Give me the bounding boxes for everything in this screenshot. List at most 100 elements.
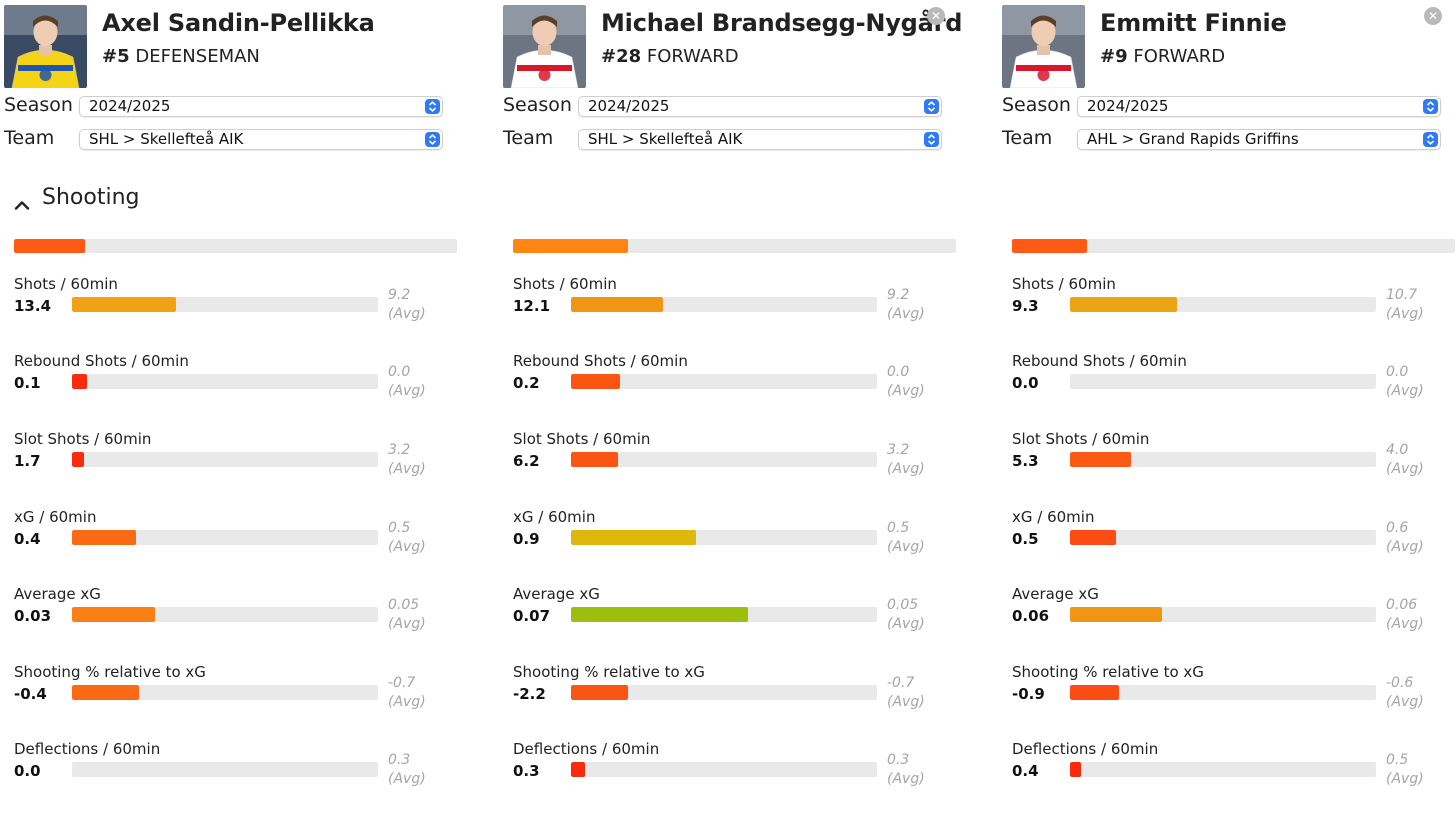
stat-average-label: (Avg) — [1386, 306, 1424, 322]
stat-label: Shooting % relative to xG — [14, 663, 206, 681]
stat-label: Deflections / 60min — [1012, 740, 1159, 758]
stat-average-value: 0.05 — [887, 597, 919, 613]
section-title: Shooting — [42, 185, 140, 210]
stat-label: Slot Shots / 60min — [14, 430, 152, 448]
stat-value: 0.1 — [14, 374, 41, 392]
chevron-up-icon — [14, 191, 30, 216]
stat-bar-fill — [72, 452, 85, 467]
stat-value: 9.3 — [1012, 297, 1039, 315]
stat-average: 0.05 (Avg) — [388, 596, 426, 634]
player-number: #5 — [102, 46, 130, 67]
season-label: Season — [503, 94, 572, 116]
stat-average-label: (Avg) — [1386, 616, 1424, 632]
stat-row: Shots / 60min 12.1 9.2 (Avg) — [513, 275, 953, 353]
stat-row: Slot Shots / 60min 6.2 3.2 (Avg) — [513, 430, 953, 508]
stat-bar — [72, 452, 378, 467]
remove-player-icon[interactable]: ✕ — [1424, 7, 1442, 25]
stat-average-value: 0.06 — [1386, 597, 1418, 613]
team-select[interactable]: SHL > Skellefteå AIK — [79, 129, 443, 150]
stat-value: -0.9 — [1012, 685, 1045, 703]
stat-average-label: (Avg) — [388, 771, 426, 787]
stat-bar — [1070, 452, 1376, 467]
stat-bar — [1070, 374, 1376, 389]
stat-average: 3.2 (Avg) — [887, 441, 925, 479]
stat-label: xG / 60min — [14, 508, 97, 526]
stat-average-value: 10.7 — [1386, 287, 1418, 303]
season-select[interactable]: 2024/2025 — [1077, 96, 1441, 117]
summary-bar-fill — [14, 239, 85, 253]
stat-label: Average xG — [513, 585, 600, 603]
stat-row: Deflections / 60min 0.0 0.3 (Avg) — [14, 740, 454, 818]
player-column: Michael Brandsegg-Nygård #28 FORWARD ✕ Seas… — [499, 0, 963, 824]
stat-bar — [1070, 685, 1376, 700]
stat-bar-fill — [1070, 297, 1178, 312]
stat-value: 0.2 — [513, 374, 540, 392]
stat-bar-fill — [72, 297, 177, 312]
stat-average-value: 0.05 — [388, 597, 420, 613]
stat-bar — [72, 297, 378, 312]
stat-average-value: 3.2 — [887, 442, 910, 458]
stat-average: 0.3 (Avg) — [388, 751, 426, 789]
stat-row: Shooting % relative to xG -0.4 -0.7 (Avg) — [14, 663, 454, 741]
stat-average-value: -0.6 — [1386, 675, 1414, 691]
season-select-value: 2024/2025 — [89, 97, 171, 115]
stat-bar-fill — [72, 607, 155, 622]
stat-average-value: 3.2 — [388, 442, 411, 458]
stat-bar-fill — [72, 530, 137, 545]
player-position: #5 DEFENSEMAN — [102, 46, 260, 67]
stat-bar — [1070, 607, 1376, 622]
stat-average-label: (Avg) — [388, 616, 426, 632]
stat-average-value: 4.0 — [1386, 442, 1409, 458]
stat-row: Average xG 0.07 0.05 (Avg) — [513, 585, 953, 663]
team-select-value: SHL > Skellefteå AIK — [588, 130, 743, 148]
stat-bar-fill — [1070, 530, 1116, 545]
season-label: Season — [1002, 94, 1071, 116]
team-label: Team — [1002, 127, 1053, 149]
stat-row: Slot Shots / 60min 1.7 3.2 (Avg) — [14, 430, 454, 508]
stat-bar-fill — [72, 374, 88, 389]
stat-average-value: 0.3 — [388, 752, 411, 768]
player-name[interactable]: Emmitt Finnie — [1100, 9, 1287, 37]
player-column: Axel Sandin-Pellikka #5 DEFENSEMAN Season 2… — [0, 0, 460, 824]
stat-average-value: 0.0 — [887, 364, 910, 380]
stat-bar-fill — [72, 685, 140, 700]
stat-bar-fill — [571, 374, 620, 389]
stat-average-label: (Avg) — [1386, 539, 1424, 555]
stat-bar-fill — [571, 762, 585, 777]
stat-bar-fill — [571, 607, 749, 622]
stat-bar-fill — [571, 452, 619, 467]
season-select[interactable]: 2024/2025 — [79, 96, 443, 117]
stat-value: -0.4 — [14, 685, 47, 703]
stat-average-label: (Avg) — [1386, 383, 1424, 399]
player-name[interactable]: Michael Brandsegg-Nygård — [601, 9, 963, 37]
stat-average-label: (Avg) — [887, 771, 925, 787]
select-arrows-icon — [1423, 132, 1438, 147]
team-select-value: AHL > Grand Rapids Griffins — [1087, 130, 1299, 148]
stat-bar-fill — [1070, 762, 1081, 777]
player-name[interactable]: Axel Sandin-Pellikka — [102, 9, 375, 37]
stat-row: xG / 60min 0.9 0.5 (Avg) — [513, 508, 953, 586]
team-select[interactable]: AHL > Grand Rapids Griffins — [1077, 129, 1441, 150]
stat-row: Deflections / 60min 0.4 0.5 (Avg) — [1012, 740, 1452, 818]
season-select[interactable]: 2024/2025 — [578, 96, 942, 117]
shooting-summary-bar — [14, 239, 457, 253]
stat-bar-fill — [1070, 607, 1162, 622]
stat-label: Shooting % relative to xG — [1012, 663, 1204, 681]
player-number: #28 — [601, 46, 642, 67]
player-photo — [503, 5, 586, 88]
stat-bar-fill — [571, 297, 663, 312]
stat-average-label: (Avg) — [1386, 461, 1424, 477]
stat-bar — [72, 685, 378, 700]
stat-bar — [1070, 762, 1376, 777]
stat-average: 0.5 (Avg) — [887, 519, 925, 557]
select-arrows-icon — [1423, 99, 1438, 114]
stat-average: 0.05 (Avg) — [887, 596, 925, 634]
player-column: Emmitt Finnie #9 FORWARD ✕ Season 2024/2025 T… — [998, 0, 1456, 824]
team-select[interactable]: SHL > Skellefteå AIK — [578, 129, 942, 150]
stat-row: Average xG 0.03 0.05 (Avg) — [14, 585, 454, 663]
stat-average: 0.0 (Avg) — [1386, 363, 1424, 401]
remove-player-icon[interactable]: ✕ — [927, 7, 945, 25]
stat-row: Shots / 60min 9.3 10.7 (Avg) — [1012, 275, 1452, 353]
stat-label: Average xG — [14, 585, 101, 603]
stat-bar — [571, 374, 877, 389]
